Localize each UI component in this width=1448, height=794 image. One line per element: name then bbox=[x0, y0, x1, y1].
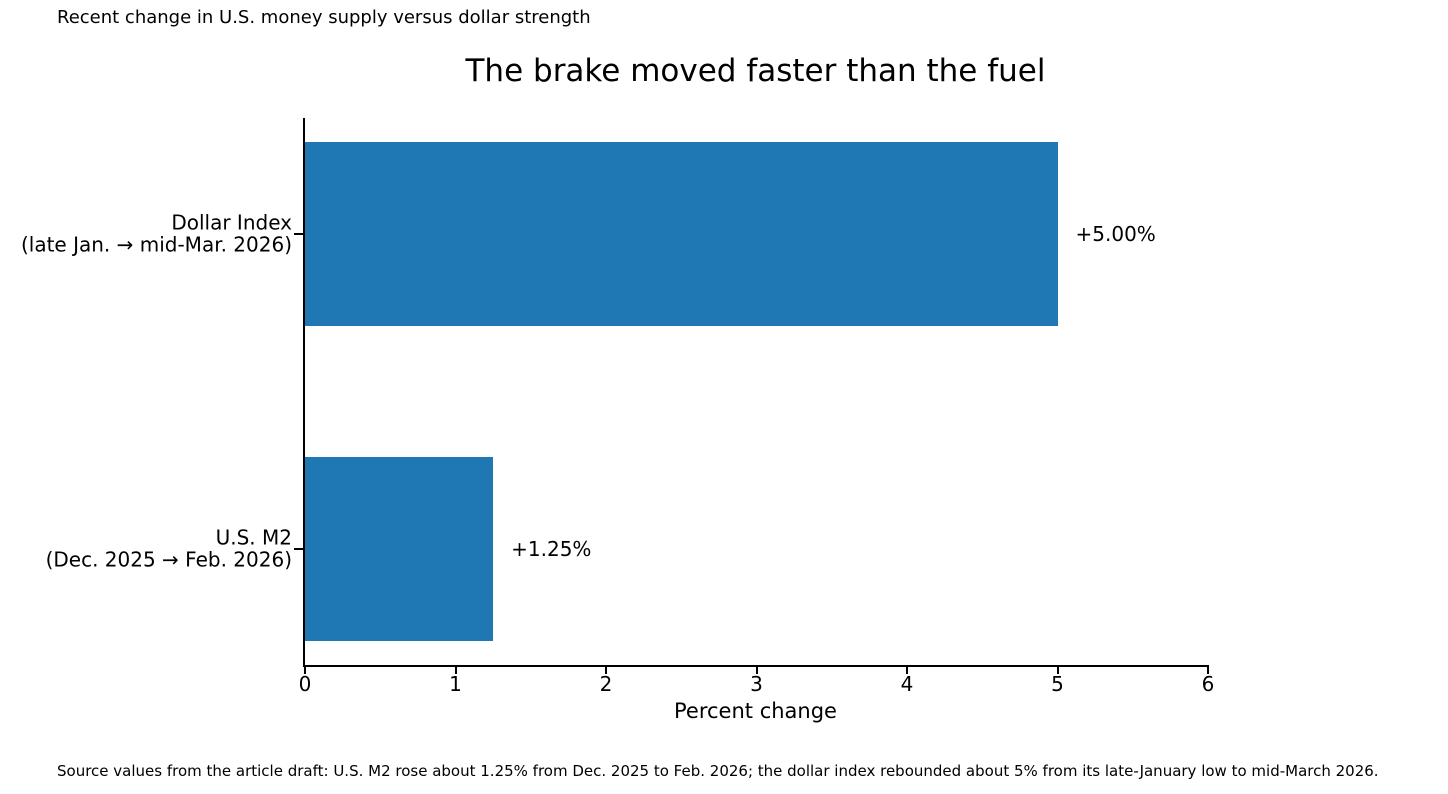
y-category-label-line: U.S. M2 bbox=[215, 525, 292, 550]
x-tick-label-4: 4 bbox=[900, 672, 914, 696]
plot-area: +5.00% +1.25% 0 1 2 3 4 5 6 bbox=[294, 118, 1214, 696]
x-tick-label-3: 3 bbox=[750, 672, 763, 696]
x-tick-label-2: 2 bbox=[599, 672, 613, 696]
bar-value-label-us-m2: +1.25% bbox=[511, 537, 592, 561]
y-category-label-dollar-index: Dollar Index (late Jan. → mid-Mar. 2026) bbox=[20, 210, 292, 257]
y-category-label-line: (late Jan. → mid-Mar. 2026) bbox=[20, 233, 292, 257]
source-note: Source values from the article draft: U.… bbox=[57, 762, 1379, 780]
bar-value-label-dollar-index: +5.00% bbox=[1075, 222, 1156, 246]
x-tick-2 bbox=[605, 665, 607, 674]
y-category-label-line: (Dec. 2025 → Feb. 2026) bbox=[45, 548, 292, 572]
bar-us-m2 bbox=[305, 457, 494, 641]
y-category-label-us-m2: U.S. M2 (Dec. 2025 → Feb. 2026) bbox=[45, 525, 292, 572]
x-tick-3 bbox=[755, 665, 758, 674]
figure-annotation: Recent change in U.S. money supply versu… bbox=[57, 7, 591, 28]
x-tick-label-1: 1 bbox=[449, 672, 462, 696]
x-tick-label-0: 0 bbox=[298, 672, 312, 696]
bar-dollar-index bbox=[305, 142, 1058, 326]
x-axis-label: Percent change bbox=[674, 699, 837, 723]
y-category-label-line: Dollar Index bbox=[171, 210, 292, 235]
y-tick-us-m2 bbox=[294, 548, 303, 550]
x-tick-6 bbox=[1207, 665, 1209, 674]
x-tick-label-5: 5 bbox=[1051, 672, 1064, 696]
x-tick-4 bbox=[906, 665, 908, 674]
x-tick-label-6: 6 bbox=[1201, 672, 1215, 696]
x-tick-5 bbox=[1056, 665, 1059, 674]
x-tick-0 bbox=[304, 665, 306, 674]
x-tick-1 bbox=[454, 665, 457, 674]
y-tick-dollar-index bbox=[294, 233, 303, 235]
chart-title: The brake moved faster than the fuel bbox=[465, 53, 1046, 89]
